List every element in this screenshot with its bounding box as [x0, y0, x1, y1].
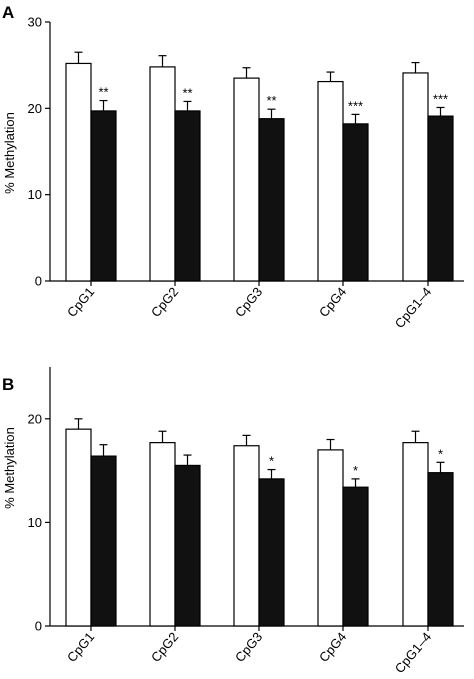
bar-open: [233, 77, 260, 282]
x-tick-label: CpG4: [316, 284, 349, 320]
x-tick-label: CpG1–4: [392, 284, 435, 331]
y-tick-label: 20: [28, 101, 42, 116]
y-tick-label: 0: [35, 274, 42, 289]
x-tick-label: CpG3: [232, 629, 265, 665]
bar-filled: [342, 486, 369, 627]
panel-letter: B: [2, 375, 14, 394]
x-tick-label: CpG1–4: [392, 629, 435, 676]
y-axis-label: % Methylation: [2, 112, 17, 194]
x-tick-label: CpG1: [64, 284, 97, 320]
y-tick-label: 30: [28, 15, 42, 30]
significance-marker: *: [269, 454, 274, 469]
bar-open: [149, 66, 176, 282]
x-tick-label: CpG4: [316, 629, 349, 665]
y-tick-label: 10: [28, 187, 42, 202]
bar-open: [317, 449, 344, 627]
bar-open: [317, 80, 344, 282]
bar-open: [402, 72, 429, 282]
bar-filled: [90, 455, 117, 627]
significance-marker: **: [266, 93, 276, 108]
significance-marker: **: [182, 85, 192, 100]
x-tick-label: CpG2: [148, 629, 181, 665]
bar-filled: [427, 472, 454, 627]
bar-filled: [258, 118, 285, 282]
y-tick-label: 20: [28, 411, 42, 426]
bar-filled: [174, 464, 201, 627]
chart-panel-b: B 0 10 20 % Methylation CpG1 CpG2 * CpG3 * CpG4 * Cp…: [2, 367, 464, 676]
bar-filled: [90, 110, 117, 282]
significance-marker: *: [353, 463, 358, 478]
chart-panel-a: A 0 10 20 30 % Methylation ** CpG1 ** CpG2 ** CpG3 *…: [2, 3, 464, 331]
y-tick-label: 0: [35, 619, 42, 634]
bar-filled: [174, 110, 201, 282]
bar-filled: [258, 478, 285, 627]
bar-open: [402, 442, 429, 627]
x-tick-label: CpG3: [232, 284, 265, 320]
significance-marker: ***: [348, 98, 363, 113]
panel-letter: A: [2, 3, 14, 22]
bar-filled: [427, 115, 454, 282]
significance-marker: **: [98, 85, 108, 100]
significance-marker: *: [438, 446, 443, 461]
y-tick-label: 10: [28, 515, 42, 530]
bar-open: [233, 445, 260, 627]
x-tick-label: CpG1: [64, 629, 97, 665]
bar-filled: [342, 123, 369, 282]
y-axis-label: % Methylation: [2, 427, 17, 509]
significance-marker: ***: [433, 91, 448, 106]
bar-open: [65, 62, 92, 282]
bar-open: [149, 442, 176, 627]
x-tick-label: CpG2: [148, 284, 181, 320]
bar-open: [65, 428, 92, 627]
